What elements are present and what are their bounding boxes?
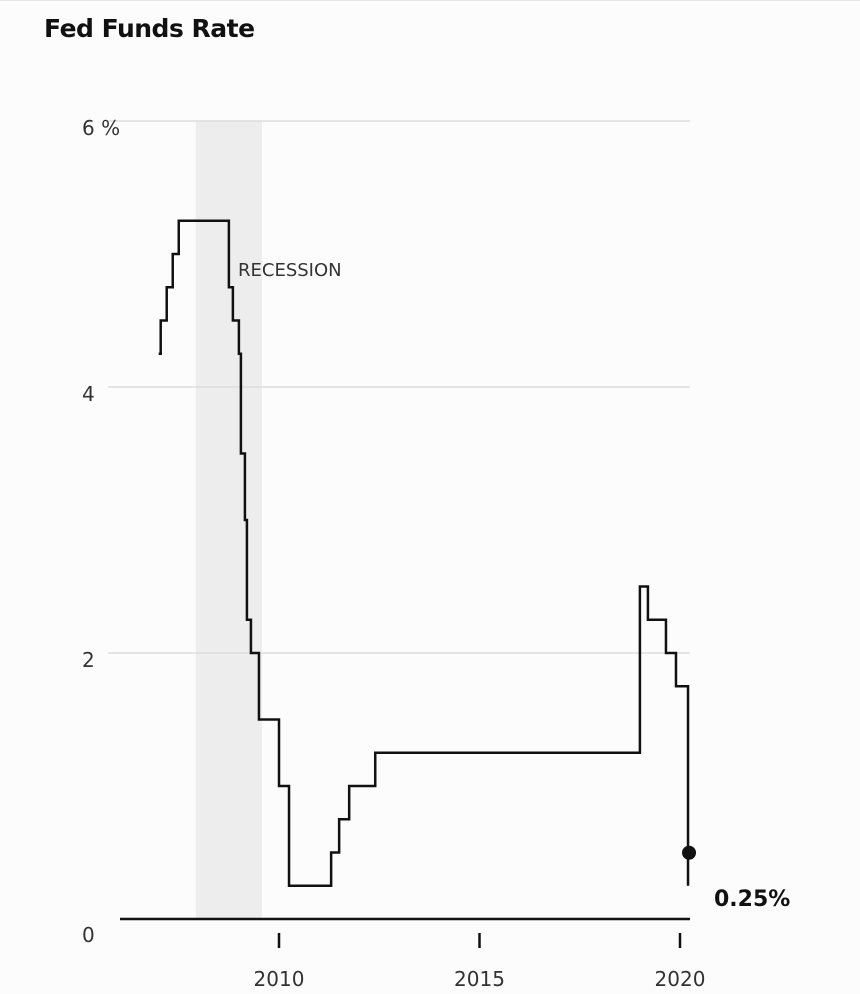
x-tick-label: 2020 bbox=[655, 967, 706, 991]
x-tick-label: 2015 bbox=[454, 967, 505, 991]
y-tick-label: 0 bbox=[82, 923, 95, 947]
y-tick-label: 6 % bbox=[82, 116, 120, 140]
chart-title: Fed Funds Rate bbox=[44, 14, 255, 43]
x-tick-label: 2010 bbox=[254, 967, 305, 991]
rate-series-line bbox=[158, 219, 690, 887]
y-tick-label: 4 bbox=[82, 382, 95, 406]
y-tick-label: 2 bbox=[82, 648, 95, 672]
top-divider bbox=[0, 0, 860, 1]
end-point-marker bbox=[682, 845, 697, 860]
recession-label: RECESSION bbox=[238, 260, 342, 281]
end-point-label: 0.25% bbox=[714, 887, 790, 912]
